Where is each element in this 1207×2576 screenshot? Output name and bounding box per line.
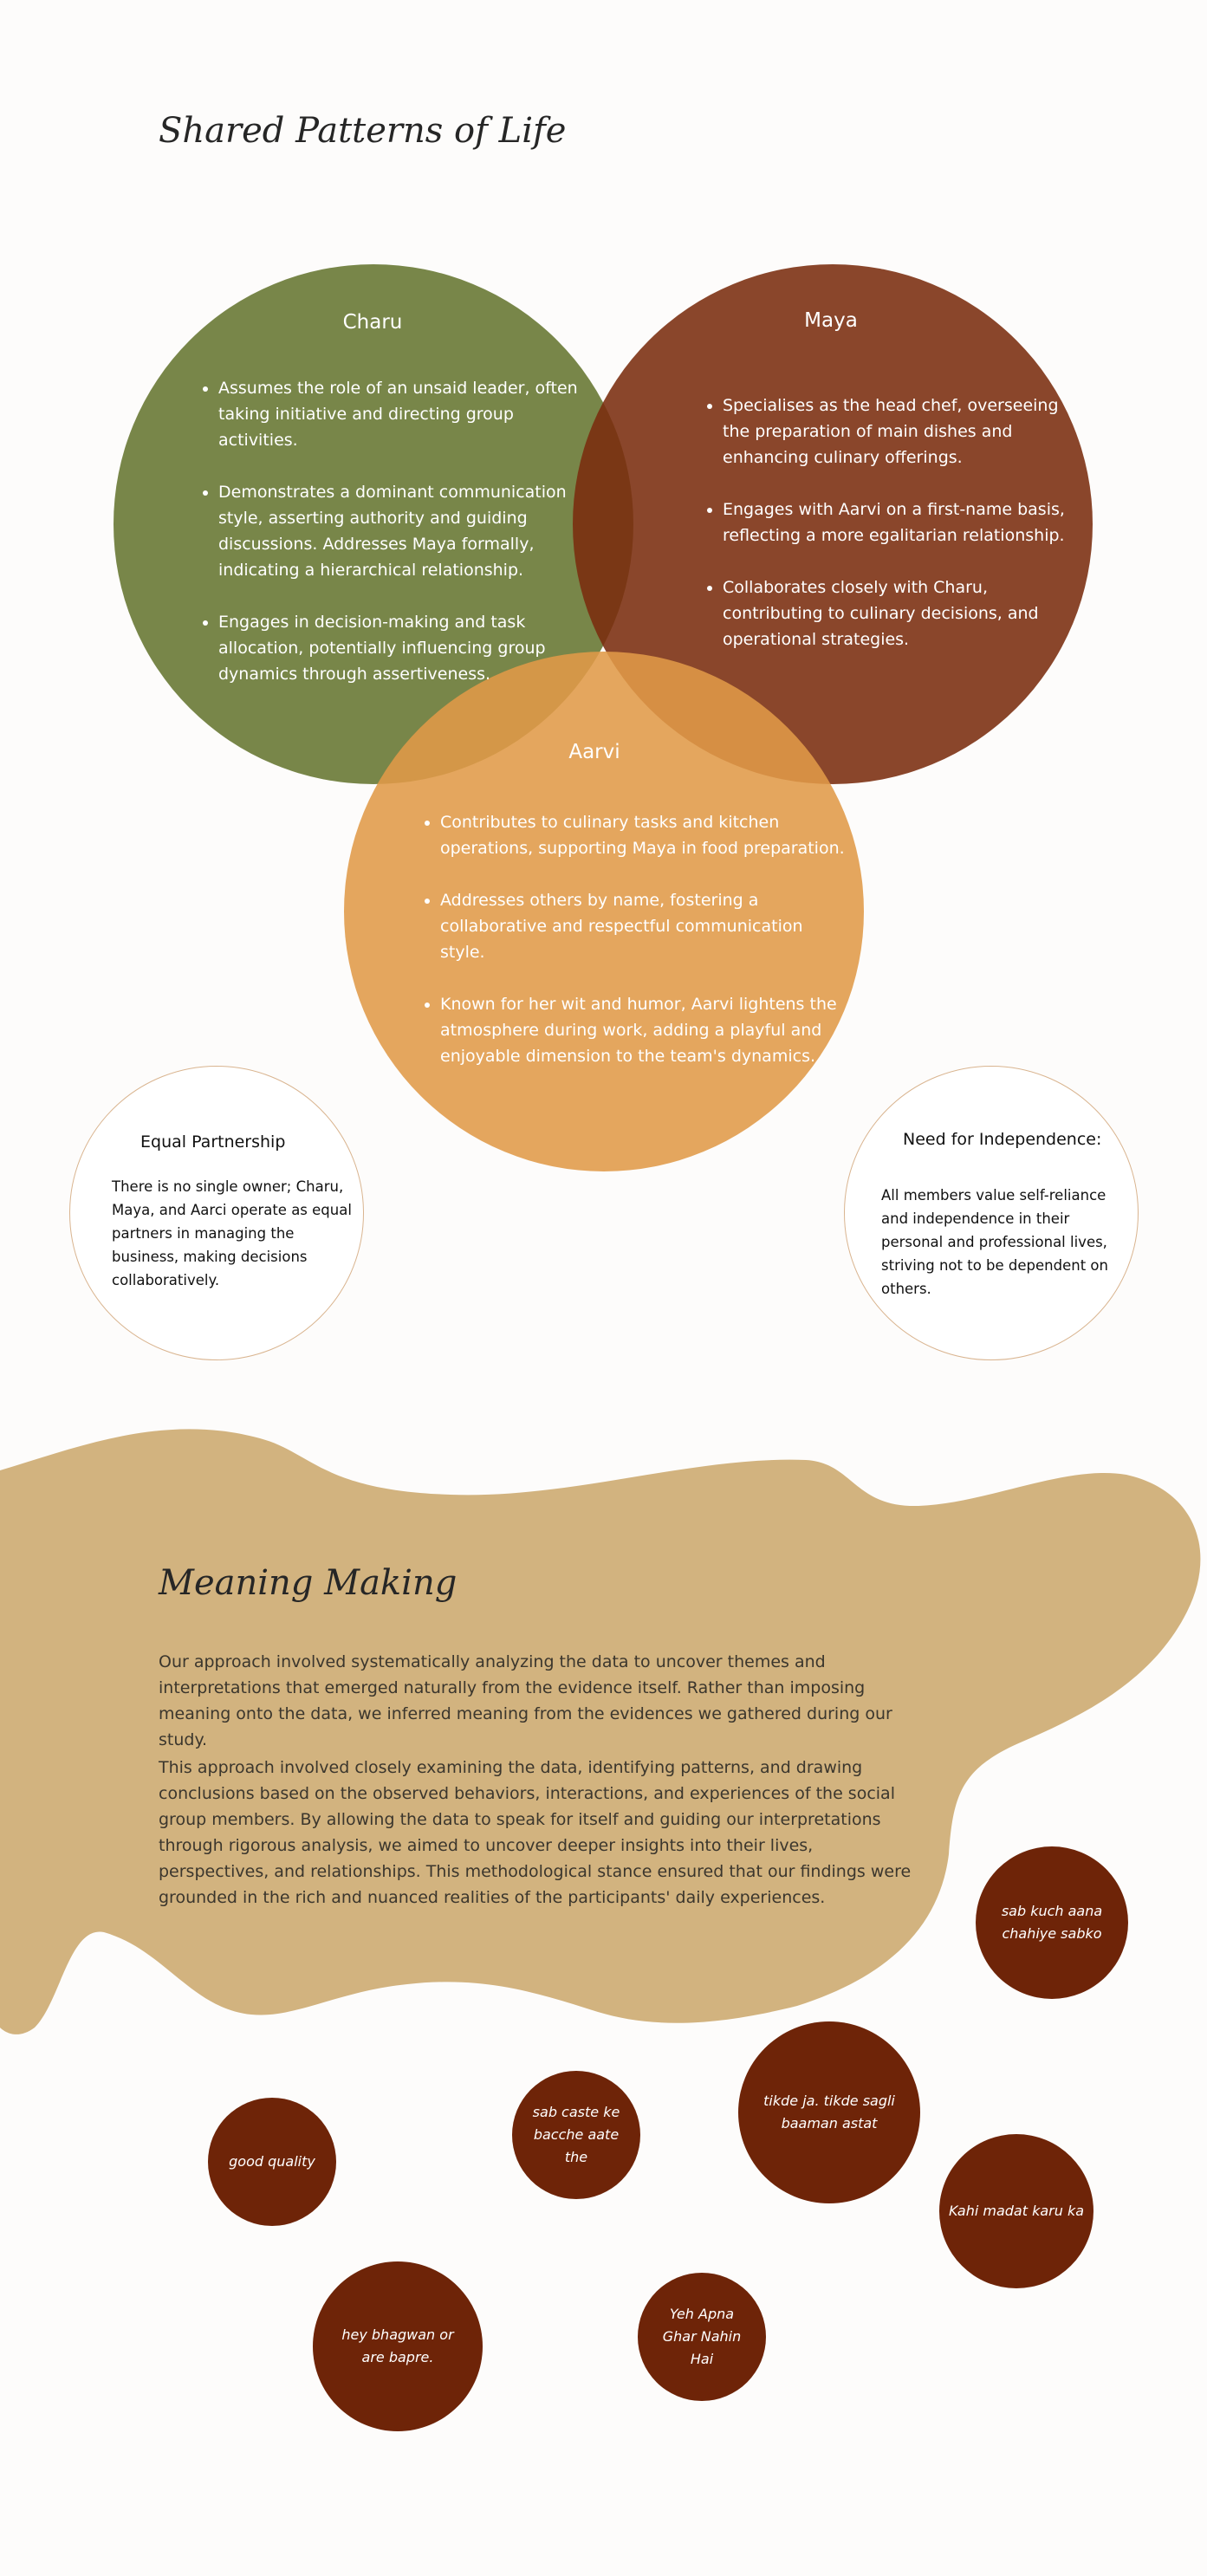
- venn-circle-aarvi: [344, 652, 864, 1171]
- equal-partnership-text: There is no single owner; Charu, Maya, a…: [112, 1178, 352, 1288]
- independence-text: All members value self-reliance and inde…: [881, 1187, 1108, 1297]
- charu-trait: Demonstrates a dominant communication st…: [218, 479, 591, 583]
- maya-trait: Engages with Aarvi on a first-name basis…: [723, 496, 1069, 548]
- meaning-making-background-shape: [0, 1429, 1201, 2034]
- maya-trait: Collaborates closely with Charu, contrib…: [723, 574, 1069, 652]
- quote-bubble: sab kuch aana chahiye sabko: [976, 1846, 1128, 1999]
- equal-partnership-circle: [69, 1066, 364, 1360]
- quote-bubble: Kahi madat karu ka: [939, 2134, 1093, 2288]
- aarvi-traits-list: Contributes to culinary tasks and kitche…: [419, 809, 847, 1095]
- aarvi-trait: Addresses others by name, fostering a co…: [440, 887, 847, 965]
- independence-circle: [844, 1066, 1139, 1360]
- section-title-shared-patterns: Shared Patterns of Life: [159, 111, 567, 151]
- quote-bubble: tikde ja. tikde sagli baaman astat: [738, 2021, 920, 2203]
- charu-name: Charu: [342, 311, 403, 334]
- charu-trait: Assumes the role of an unsaid leader, of…: [218, 375, 591, 453]
- maya-name: Maya: [804, 309, 858, 332]
- maya-traits-list: Specialises as the head chef, overseeing…: [702, 393, 1069, 678]
- equal-partnership-heading: Equal Partnership: [140, 1132, 286, 1152]
- meaning-paragraph-1: Our approach involved systematically ana…: [159, 1652, 892, 1749]
- quote-bubble: hey bhagwan or are bapre.: [313, 2261, 483, 2431]
- charu-traits-list: Assumes the role of an unsaid leader, of…: [198, 375, 591, 713]
- aarvi-trait: Known for her wit and humor, Aarvi light…: [440, 991, 847, 1069]
- quote-bubble: good quality: [208, 2098, 336, 2226]
- aarvi-name: Aarvi: [568, 741, 620, 763]
- quote-bubble: Yeh Apna Ghar Nahin Hai: [638, 2273, 766, 2401]
- independence-heading: Need for Independence:: [903, 1130, 1102, 1149]
- maya-trait: Specialises as the head chef, overseeing…: [723, 393, 1069, 470]
- meaning-paragraph-2: This approach involved closely examining…: [159, 1758, 912, 1907]
- quote-bubble: sab caste ke bacche aate the: [512, 2071, 640, 2199]
- section-title-meaning-making: Meaning Making: [159, 1563, 457, 1603]
- charu-trait: Engages in decision-making and task allo…: [218, 609, 591, 687]
- aarvi-trait: Contributes to culinary tasks and kitche…: [440, 809, 847, 861]
